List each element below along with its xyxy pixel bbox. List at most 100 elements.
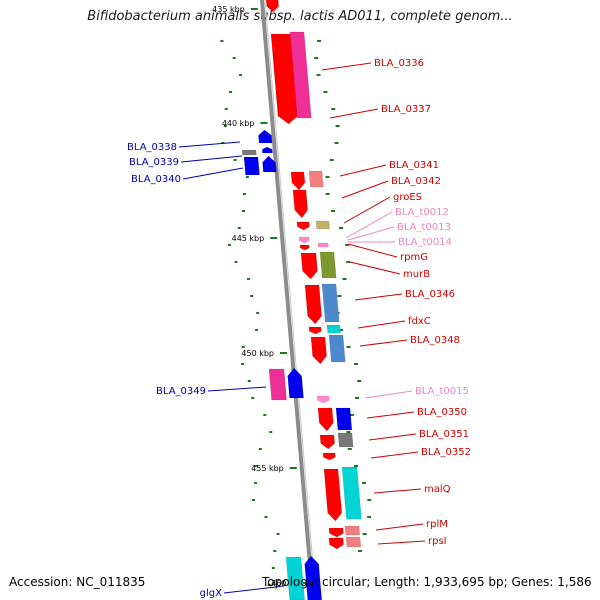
label-leader [345, 211, 393, 239]
gene-label-bla_0342[interactable]: BLA_0342 [391, 176, 441, 187]
feature-bla-t0014[interactable] [299, 244, 310, 251]
gene-label-groes[interactable]: groES [393, 192, 422, 203]
gene-label-bla_t0012[interactable]: BLA_t0012 [395, 207, 449, 218]
gene-label-bla_0340[interactable]: BLA_0340 [131, 174, 181, 185]
feature-bla-0338[interactable] [258, 129, 273, 144]
feature-bla-0342[interactable] [308, 170, 324, 188]
gc-dot [355, 397, 360, 399]
gc-dot [354, 465, 359, 467]
gc-dot [346, 261, 351, 263]
gc-dot [335, 125, 340, 127]
feature-bla-t0013[interactable] [317, 242, 329, 248]
gc-dot [346, 431, 351, 433]
gene-label-murb[interactable]: murB [403, 269, 430, 280]
feature-bla-0348-box[interactable] [328, 334, 346, 363]
feature-bla-0340-box[interactable] [243, 156, 260, 176]
label-leader [178, 141, 241, 148]
feature-bla-0338-box[interactable] [241, 149, 257, 156]
feature-glgX-box[interactable] [285, 556, 305, 600]
gene-labels[interactable]: BLA_0336 BLA_0337 BLA_0341 BLA_0342 groES BLA… [127, 58, 471, 599]
feature-bla-0350[interactable] [317, 407, 334, 432]
feature-bla-0348[interactable] [310, 336, 327, 365]
gene-features[interactable] [241, 0, 362, 600]
gene-label-bla_t0015[interactable]: BLA_t0015 [415, 386, 469, 397]
feature-fdxC[interactable] [308, 326, 322, 335]
feature-bla-0351[interactable] [319, 434, 335, 450]
gene-label-bla_0348[interactable]: BLA_0348 [410, 335, 460, 346]
gene-label-bla_0351[interactable]: BLA_0351 [419, 429, 469, 440]
gc-dot [357, 380, 362, 382]
feature-bla-0340[interactable] [262, 155, 277, 173]
tick-label: 435 kbp [212, 5, 245, 14]
label-leader [359, 339, 408, 347]
gc-dot [337, 295, 342, 297]
gc-dot [276, 533, 280, 535]
feature-top[interactable] [265, 0, 279, 13]
feature-malQ[interactable] [323, 468, 342, 522]
label-leader [207, 386, 267, 392]
gene-label-fdxc[interactable]: fdxC [408, 316, 431, 327]
gc-dot [329, 159, 334, 161]
feature-fdxC-box[interactable] [326, 324, 341, 334]
feature-glgX[interactable] [304, 555, 322, 600]
gene-label-bla_t0014[interactable]: BLA_t0014 [398, 237, 452, 248]
gc-dot [227, 244, 231, 246]
label-leader [339, 164, 387, 177]
feature-malQ-box[interactable] [341, 466, 362, 520]
label-leader [347, 226, 395, 241]
gene-label-bla_0336[interactable]: BLA_0336 [374, 58, 424, 69]
feature-bla-t0012[interactable] [298, 236, 310, 244]
gc-dot [271, 567, 275, 569]
feature-groes[interactable] [292, 189, 308, 219]
feature-murB[interactable] [319, 251, 337, 279]
feature-bla-0350-box[interactable] [335, 407, 353, 431]
feature-bla-0336[interactable] [270, 33, 299, 125]
feature-rpsI[interactable] [328, 537, 344, 550]
feature-rplM-box[interactable] [344, 525, 361, 536]
feature-bla-0352[interactable] [322, 452, 336, 461]
feature-rpmG[interactable] [300, 252, 318, 280]
gene-label-rpmg[interactable]: rpmG [400, 252, 428, 263]
label-leader [321, 62, 372, 71]
gc-dot [254, 329, 258, 331]
feature-bla-0341[interactable] [290, 171, 306, 191]
gc-dot [367, 499, 372, 501]
feature-bla-0346[interactable] [304, 284, 322, 325]
gene-label-bla_0337[interactable]: BLA_0337 [381, 104, 431, 115]
feature-red-small[interactable] [296, 221, 310, 231]
gc-dot [254, 482, 258, 484]
gc-dot [243, 193, 247, 195]
gene-label-bla_0341[interactable]: BLA_0341 [389, 160, 439, 171]
feature-bla-0349[interactable] [287, 367, 304, 399]
label-leader [377, 540, 426, 545]
gene-label-bla_0339[interactable]: BLA_0339 [129, 157, 179, 168]
gc-dot [316, 74, 321, 76]
gene-label-rpsi[interactable]: rpsI [428, 536, 447, 547]
gc-dot [325, 176, 330, 178]
gene-label-bla_t0013[interactable]: BLA_t0013 [397, 222, 451, 233]
gc-dot [229, 91, 233, 93]
gene-label-bla_0349[interactable]: BLA_0349 [156, 386, 206, 397]
gc-dot [245, 176, 249, 178]
feature-bla-t0015[interactable] [316, 395, 330, 404]
feature-bla-0349-box[interactable] [268, 368, 287, 401]
map-title: Bifidobacterium animalis subsp. lactis A… [87, 9, 513, 24]
gene-label-bla_0346[interactable]: BLA_0346 [405, 289, 455, 300]
feature-rpsI-box[interactable] [345, 536, 362, 548]
gene-label-glgx[interactable]: glgX [200, 588, 222, 599]
gene-label-bla_0350[interactable]: BLA_0350 [417, 407, 467, 418]
gene-label-malq[interactable]: malQ [424, 484, 451, 495]
feature-bla-0339[interactable] [261, 146, 273, 154]
label-leader [354, 293, 403, 301]
feature-bla-0351-box[interactable] [337, 432, 354, 448]
gc-dot [317, 40, 322, 42]
feature-bla-0346-box[interactable] [321, 283, 340, 323]
gc-dot [241, 363, 245, 365]
gene-label-rplm[interactable]: rplM [426, 519, 448, 530]
feature-rplM[interactable] [328, 527, 344, 538]
gene-label-bla_0352[interactable]: BLA_0352 [421, 447, 471, 458]
feature-groes-box[interactable] [315, 220, 330, 230]
feature-bla-0337[interactable] [289, 31, 312, 119]
gene-label-bla_0338[interactable]: BLA_0338 [127, 142, 177, 153]
